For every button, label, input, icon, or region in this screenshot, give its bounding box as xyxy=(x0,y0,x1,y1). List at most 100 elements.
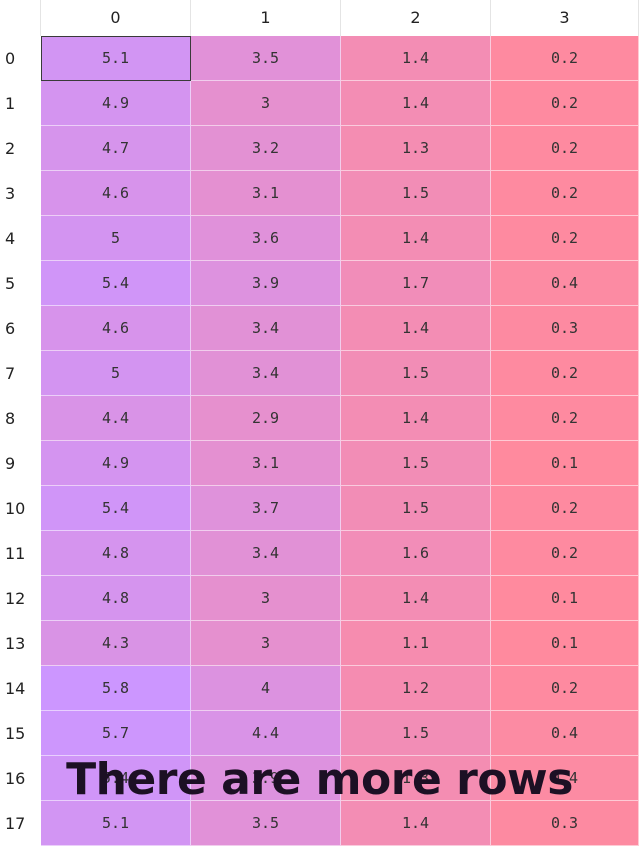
row-header[interactable]: 6 xyxy=(5,319,16,338)
grid-cell[interactable]: 5.8 xyxy=(41,666,191,711)
grid-cell[interactable]: 4.8 xyxy=(41,576,191,621)
grid-cell[interactable]: 1.4 xyxy=(341,576,491,621)
row-header[interactable]: 1 xyxy=(5,94,16,113)
grid-cell[interactable]: 0.2 xyxy=(491,126,639,171)
grid-cell[interactable]: 5.1 xyxy=(41,801,191,846)
grid-cell[interactable]: 0.2 xyxy=(491,396,639,441)
grid-cell[interactable]: 1.6 xyxy=(341,531,491,576)
table-row: 7 5 3.4 1.5 0.2 xyxy=(0,351,639,396)
table-row: 4 5 3.6 1.4 0.2 xyxy=(0,216,639,261)
row-header[interactable]: 13 xyxy=(5,634,26,653)
row-header[interactable]: 12 xyxy=(5,589,26,608)
grid-cell[interactable]: 4.9 xyxy=(41,441,191,486)
grid-cell[interactable]: 3 xyxy=(191,621,341,666)
grid-cell[interactable]: 3.4 xyxy=(191,306,341,351)
row-header[interactable]: 7 xyxy=(5,364,16,383)
grid-cell[interactable]: 4.3 xyxy=(41,621,191,666)
grid-cell[interactable]: 3 xyxy=(191,576,341,621)
grid-cell[interactable]: 1.4 xyxy=(341,81,491,126)
row-header[interactable]: 5 xyxy=(5,274,16,293)
table-row: 13 4.3 3 1.1 0.1 xyxy=(0,621,639,666)
grid-cell[interactable]: 0.1 xyxy=(491,576,639,621)
table-row: 10 5.4 3.7 1.5 0.2 xyxy=(0,486,639,531)
grid-cell[interactable]: 1.1 xyxy=(341,621,491,666)
grid-cell[interactable]: 5.4 xyxy=(41,486,191,531)
grid-cell[interactable]: 0.4 xyxy=(491,711,639,756)
grid-cell[interactable]: 1.3 xyxy=(341,126,491,171)
grid-cell[interactable]: 1.5 xyxy=(341,351,491,396)
row-header[interactable]: 11 xyxy=(5,544,26,563)
column-header[interactable]: 3 xyxy=(491,0,639,36)
grid-cell[interactable]: 1.4 xyxy=(341,36,491,81)
grid-cell[interactable]: 4.8 xyxy=(41,531,191,576)
row-header[interactable]: 14 xyxy=(5,679,26,698)
grid-cell[interactable]: 0.2 xyxy=(491,216,639,261)
grid-cell[interactable]: 1.3 xyxy=(341,756,491,801)
row-header[interactable]: 2 xyxy=(5,139,16,158)
grid-cell[interactable]: 0.2 xyxy=(491,36,639,81)
grid-cell[interactable]: 5 xyxy=(41,216,191,261)
grid-cell[interactable]: 4 xyxy=(191,666,341,711)
grid-cell[interactable]: 3.4 xyxy=(191,351,341,396)
grid-cell[interactable]: 1.4 xyxy=(341,216,491,261)
grid-cell[interactable]: 0.2 xyxy=(491,171,639,216)
table-row: 3 4.6 3.1 1.5 0.2 xyxy=(0,171,639,216)
row-header[interactable]: 0 xyxy=(5,49,16,68)
grid-cell[interactable]: 4.6 xyxy=(41,171,191,216)
grid-cell[interactable]: 0.1 xyxy=(491,621,639,666)
column-header[interactable]: 2 xyxy=(341,0,491,36)
grid-cell[interactable]: 0.2 xyxy=(491,351,639,396)
grid-cell[interactable]: 3 xyxy=(191,81,341,126)
column-header[interactable]: 0 xyxy=(41,0,191,36)
grid-cell[interactable]: 3.9 xyxy=(191,756,341,801)
column-header[interactable]: 1 xyxy=(191,0,341,36)
grid-cell[interactable]: 1.4 xyxy=(341,306,491,351)
row-header[interactable]: 16 xyxy=(5,769,26,788)
grid-cell[interactable]: 0.3 xyxy=(491,306,639,351)
row-header[interactable]: 4 xyxy=(5,229,16,248)
grid-cell[interactable]: 2.9 xyxy=(191,396,341,441)
table-row: 0 5.1 3.5 1.4 0.2 xyxy=(0,36,639,81)
grid-cell[interactable]: 4.4 xyxy=(191,711,341,756)
grid-cell[interactable]: 0.4 xyxy=(491,756,639,801)
grid-cell[interactable]: 5 xyxy=(41,351,191,396)
grid-cell[interactable]: 1.5 xyxy=(341,486,491,531)
grid-cell[interactable]: 3.2 xyxy=(191,126,341,171)
grid-cell[interactable]: 4.4 xyxy=(41,396,191,441)
grid-cell[interactable]: 1.4 xyxy=(341,396,491,441)
row-header[interactable]: 8 xyxy=(5,409,16,428)
grid-cell[interactable]: 1.4 xyxy=(341,801,491,846)
grid-cell[interactable]: 3.4 xyxy=(191,531,341,576)
row-header[interactable]: 17 xyxy=(5,814,26,833)
grid-cell[interactable]: 0.2 xyxy=(491,81,639,126)
row-header[interactable]: 3 xyxy=(5,184,16,203)
grid-cell[interactable]: 3.7 xyxy=(191,486,341,531)
grid-cell[interactable]: 1.5 xyxy=(341,711,491,756)
grid-cell[interactable]: 3.5 xyxy=(191,36,341,81)
grid-cell[interactable]: 4.6 xyxy=(41,306,191,351)
grid-cell[interactable]: 1.2 xyxy=(341,666,491,711)
grid-cell[interactable]: 1.7 xyxy=(341,261,491,306)
grid-cell[interactable]: 0.2 xyxy=(491,531,639,576)
grid-cell[interactable]: 0.2 xyxy=(491,666,639,711)
grid-cell[interactable]: 3.9 xyxy=(191,261,341,306)
grid-cell[interactable]: 5.1 xyxy=(41,36,191,81)
grid-cell[interactable]: 3.5 xyxy=(191,801,341,846)
grid-cell[interactable]: 5.7 xyxy=(41,711,191,756)
grid-cell[interactable]: 0.3 xyxy=(491,801,639,846)
grid-cell[interactable]: 4.7 xyxy=(41,126,191,171)
grid-cell[interactable]: 0.1 xyxy=(491,441,639,486)
grid-cell[interactable]: 5.4 xyxy=(41,261,191,306)
row-header[interactable]: 9 xyxy=(5,454,16,473)
grid-cell[interactable]: 4.9 xyxy=(41,81,191,126)
grid-cell[interactable]: 5.4 xyxy=(41,756,191,801)
grid-cell[interactable]: 3.1 xyxy=(191,171,341,216)
grid-cell[interactable]: 0.2 xyxy=(491,486,639,531)
row-header[interactable]: 15 xyxy=(5,724,26,743)
row-header[interactable]: 10 xyxy=(5,499,26,518)
grid-cell[interactable]: 3.1 xyxy=(191,441,341,486)
grid-cell[interactable]: 1.5 xyxy=(341,441,491,486)
grid-cell[interactable]: 3.6 xyxy=(191,216,341,261)
grid-cell[interactable]: 0.4 xyxy=(491,261,639,306)
grid-cell[interactable]: 1.5 xyxy=(341,171,491,216)
